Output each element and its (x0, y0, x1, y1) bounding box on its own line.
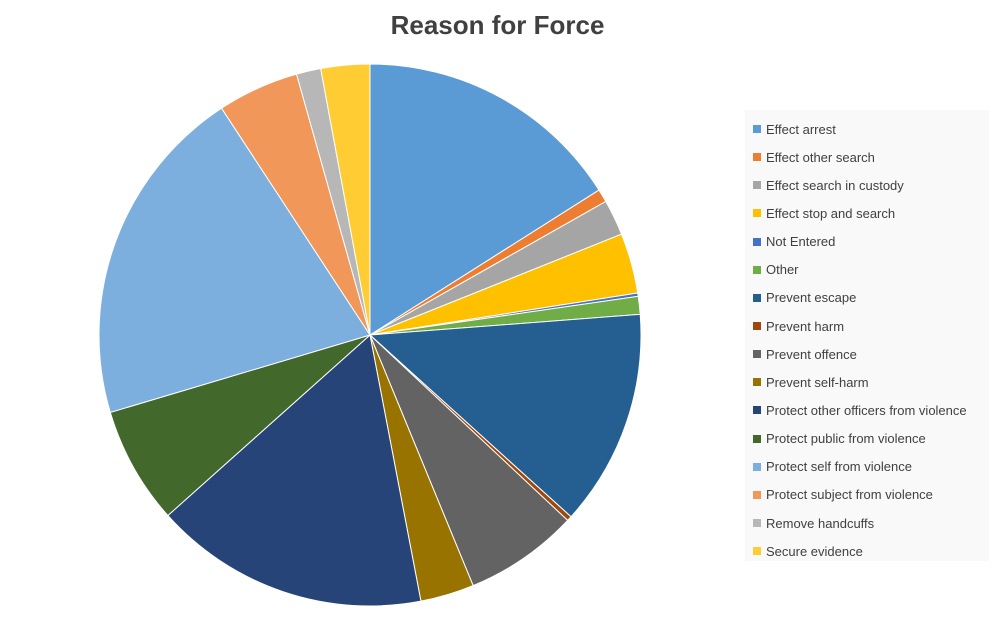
legend-swatch (753, 237, 761, 246)
legend-swatch (753, 350, 761, 359)
legend-item: Effect arrest (745, 115, 989, 143)
legend-label: Not Entered (766, 234, 836, 250)
legend-label: Protect self from violence (766, 459, 912, 475)
legend-swatch (753, 153, 761, 162)
legend-swatch (753, 434, 761, 443)
legend-label: Prevent self-harm (766, 374, 869, 390)
legend-item: Effect stop and search (745, 199, 989, 227)
legend-swatch (753, 490, 761, 499)
legend-swatch (753, 265, 761, 274)
legend-item: Not Entered (745, 228, 989, 256)
legend-swatch (753, 462, 761, 471)
pie-slice-prevent-offence (369, 334, 569, 587)
pie-slice-prevent-escape (368, 313, 642, 518)
legend-item: Prevent self-harm (745, 368, 989, 396)
pie-slice-protect-public-from-violence (109, 334, 371, 517)
legend-swatch (753, 125, 761, 134)
legend-swatch (753, 181, 761, 190)
legend-item: Protect subject from violence (745, 481, 989, 509)
legend-item: Protect public from violence (745, 425, 989, 453)
pie-slice-protect-self-from-violence (98, 107, 371, 414)
legend-swatch (753, 209, 761, 218)
legend-swatch (753, 547, 761, 556)
legend-label: Remove handcuffs (766, 515, 875, 531)
legend-item: Protect self from violence (745, 453, 989, 481)
legend-label: Effect stop and search (766, 205, 896, 221)
legend-label: Other (766, 262, 799, 278)
legend-label: Effect other search (766, 149, 875, 165)
legend-label: Prevent offence (766, 346, 857, 362)
legend-item: Effect search in custody (745, 171, 989, 199)
legend-swatch (753, 322, 761, 331)
legend-label: Secure evidence (766, 543, 863, 559)
pie-slice-secure-evidence (320, 63, 371, 336)
chart-title: Reason for Force (390, 10, 605, 40)
legend-item: Prevent escape (745, 284, 989, 312)
legend-item: Prevent offence (745, 340, 989, 368)
legend-swatch (753, 293, 761, 302)
legend-item: Other (745, 256, 989, 284)
pie-slices (98, 63, 642, 607)
legend-item: Remove handcuffs (745, 509, 989, 537)
legend-item: Protect other officers from violence (745, 396, 989, 424)
legend-label: Prevent harm (766, 318, 845, 334)
legend-item: Effect other search (745, 143, 989, 171)
legend-label: Effect search in custody (766, 177, 904, 193)
pie-slice-protect-other-officers-from-violence (167, 334, 422, 607)
legend-swatch (753, 378, 761, 387)
legend-label: Protect subject from violence (766, 487, 933, 503)
legend: Effect arrest Effect other search Effect s… (745, 110, 989, 561)
pie-slice-effect-arrest (369, 63, 600, 336)
legend-swatch (753, 406, 761, 415)
legend-label: Protect public from violence (766, 431, 926, 447)
legend-label: Prevent escape (766, 290, 857, 306)
legend-item: Secure evidence (745, 537, 989, 565)
legend-label: Protect other officers from violence (766, 402, 967, 418)
legend-label: Effect arrest (766, 121, 836, 137)
legend-item: Prevent harm (745, 312, 989, 340)
legend-swatch (753, 519, 761, 528)
